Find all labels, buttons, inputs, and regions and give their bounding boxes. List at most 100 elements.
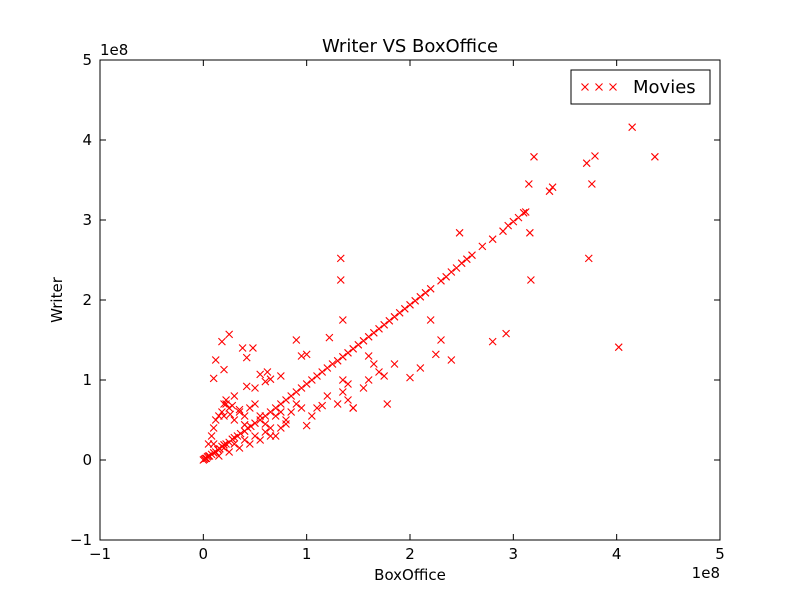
data-point	[271, 412, 280, 420]
data-point	[271, 432, 280, 440]
chart-title: Writer VS BoxOffice	[322, 36, 498, 57]
data-point	[230, 416, 239, 424]
data-point	[214, 452, 223, 460]
x-tick-label: 2	[405, 545, 415, 563]
data-point	[211, 356, 220, 364]
data-point	[238, 344, 247, 352]
data-point	[587, 180, 596, 188]
data-point	[240, 420, 249, 429]
data-point	[530, 152, 538, 161]
data-point	[416, 364, 425, 372]
data-point	[591, 152, 599, 160]
x-axis-label: BoxOffice	[374, 566, 446, 584]
y-tick-label: 5	[82, 51, 92, 69]
data-point	[509, 217, 518, 226]
data-point	[582, 159, 591, 168]
data-point	[584, 254, 593, 263]
y-tick-label: −1	[70, 531, 92, 549]
data-point	[406, 373, 414, 382]
data-point	[651, 152, 659, 161]
data-point	[338, 388, 347, 396]
x-tick-label: −1	[89, 545, 111, 563]
x-tick-label: 0	[199, 545, 209, 563]
data-point	[525, 228, 534, 237]
data-point	[426, 284, 435, 293]
data-point	[478, 242, 487, 251]
plot-area	[100, 60, 720, 540]
data-point	[256, 412, 265, 420]
data-point	[261, 420, 270, 428]
data-point	[266, 424, 275, 432]
data-point	[266, 408, 275, 416]
y-tick-label: 3	[82, 211, 92, 229]
data-point	[364, 376, 373, 384]
legend-marker	[581, 83, 589, 91]
data-point	[302, 380, 311, 388]
data-point	[302, 350, 311, 359]
data-point	[302, 421, 311, 430]
data-point	[411, 296, 420, 305]
data-point	[276, 424, 285, 432]
data-point	[431, 350, 440, 359]
data-point	[240, 412, 249, 420]
data-point	[276, 400, 285, 408]
data-point	[369, 360, 378, 368]
data-point	[333, 356, 342, 365]
data-point	[364, 352, 373, 360]
data-point	[336, 254, 345, 263]
data-point	[488, 337, 497, 346]
data-point	[313, 372, 321, 380]
data-point	[380, 320, 389, 329]
data-point	[338, 316, 347, 324]
data-point	[282, 420, 290, 428]
data-point	[226, 410, 235, 419]
data-point	[246, 422, 255, 431]
y-axis-multiplier: 1e8	[100, 41, 128, 59]
data-point	[292, 336, 301, 344]
data-point	[488, 235, 497, 244]
legend-label-movies: Movies	[633, 77, 696, 98]
data-point	[209, 448, 218, 457]
data-point	[220, 412, 228, 420]
data-point	[263, 368, 272, 376]
data-point	[614, 343, 623, 352]
data-point	[390, 360, 399, 368]
data-point	[213, 445, 222, 454]
data-point	[242, 382, 251, 391]
data-point	[359, 336, 368, 345]
data-point	[349, 404, 358, 412]
data-point	[235, 444, 244, 452]
y-tick-label: 1	[82, 371, 92, 389]
data-point	[400, 304, 409, 313]
data-point	[230, 392, 239, 400]
x-tick-label: 1	[302, 545, 312, 563]
data-point	[406, 300, 414, 309]
data-point	[336, 276, 345, 284]
legend-markers	[581, 83, 617, 91]
points-layer	[199, 123, 659, 464]
x-axis-multiplier: 1e8	[692, 564, 720, 582]
data-point	[242, 353, 251, 362]
data-point	[211, 416, 220, 424]
data-point	[307, 376, 316, 384]
data-point	[297, 352, 306, 360]
data-point	[220, 444, 228, 452]
data-point	[364, 332, 373, 341]
data-point	[218, 337, 226, 346]
data-point	[318, 368, 327, 376]
data-point	[209, 424, 218, 432]
data-point	[228, 401, 237, 410]
data-point	[256, 436, 265, 444]
data-point	[383, 400, 392, 408]
data-point	[220, 440, 228, 449]
data-point	[338, 376, 347, 384]
data-point	[276, 408, 285, 416]
legend: Movies	[570, 69, 711, 105]
y-tick-label: 4	[82, 131, 92, 149]
data-point	[251, 432, 259, 440]
data-point	[524, 180, 533, 188]
data-point	[245, 404, 254, 412]
x-tick-label: 4	[612, 545, 622, 563]
data-point	[313, 404, 321, 412]
data-point	[251, 419, 259, 428]
